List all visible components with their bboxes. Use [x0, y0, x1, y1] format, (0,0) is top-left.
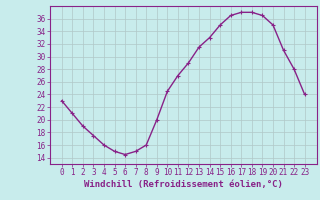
- X-axis label: Windchill (Refroidissement éolien,°C): Windchill (Refroidissement éolien,°C): [84, 180, 283, 189]
